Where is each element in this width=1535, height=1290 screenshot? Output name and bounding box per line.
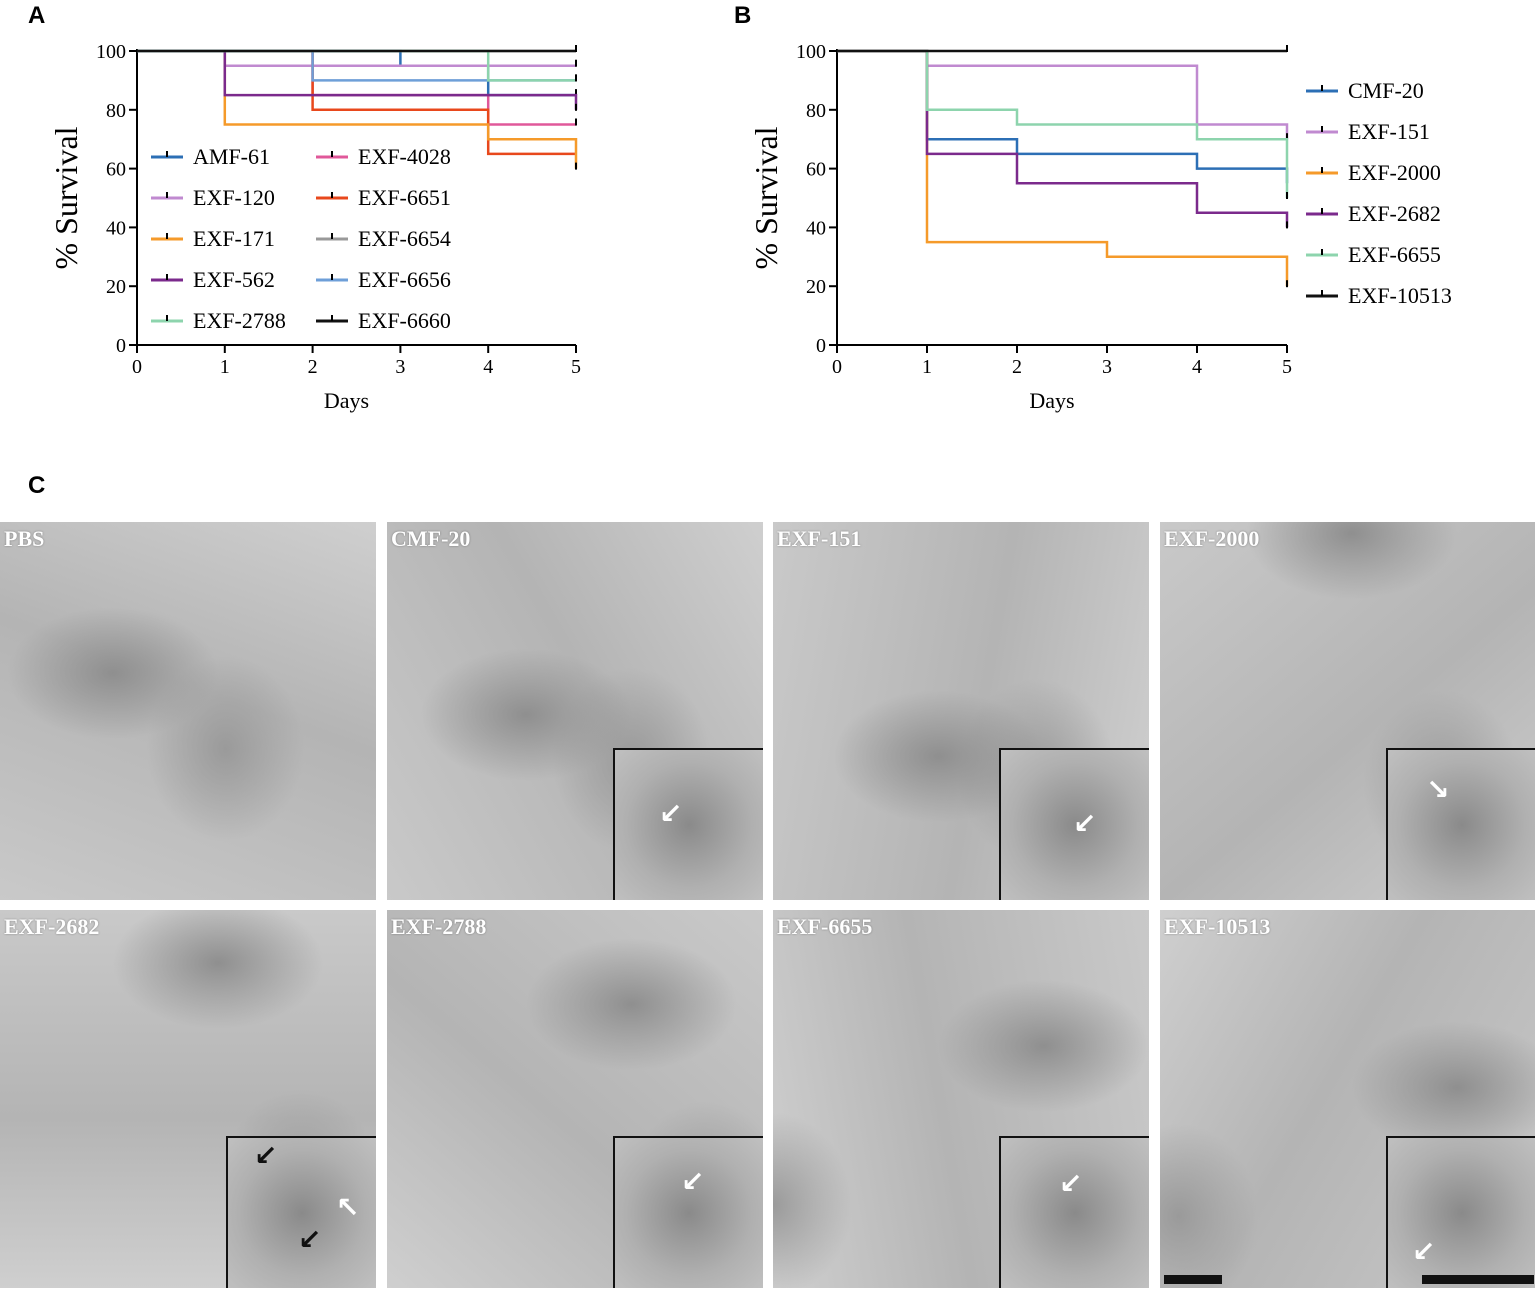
legend-label: CMF-20 bbox=[1348, 78, 1424, 103]
x-tick-label: 1 bbox=[922, 356, 932, 378]
histology-tile-exf-2000: EXF-2000 ↘ bbox=[1160, 522, 1535, 900]
y-tick-label: 100 bbox=[96, 41, 126, 63]
y-tick-label: 40 bbox=[806, 217, 826, 239]
x-tick-label: 1 bbox=[220, 356, 230, 378]
histology-label: PBS bbox=[4, 526, 45, 551]
histology-tile-pbs: PBS bbox=[0, 522, 376, 900]
histology-label: EXF-2682 bbox=[4, 914, 100, 939]
legend-label: EXF-562 bbox=[193, 267, 275, 292]
x-tick-label: 0 bbox=[132, 356, 142, 378]
legend-label: EXF-6651 bbox=[358, 185, 451, 210]
legend-label: EXF-2682 bbox=[1348, 201, 1441, 226]
histology-label: EXF-2000 bbox=[1164, 526, 1260, 551]
magnified-inset: ↙ bbox=[613, 1136, 763, 1288]
x-axis-label: Days bbox=[324, 388, 369, 413]
pointer-arrow-icon: ↖ bbox=[336, 1191, 360, 1224]
x-tick-label: 3 bbox=[395, 356, 405, 378]
histology-label: CMF-20 bbox=[391, 526, 471, 551]
histology-tile-exf-6655: EXF-6655 ↙ bbox=[773, 910, 1149, 1288]
legend-label: EXF-6655 bbox=[1348, 242, 1441, 267]
pointer-arrow-icon: ↙ bbox=[1412, 1235, 1436, 1268]
x-tick-label: 3 bbox=[1102, 356, 1112, 378]
x-tick-label: 2 bbox=[308, 356, 318, 378]
y-tick-label: 20 bbox=[106, 276, 126, 298]
magnified-inset: ↙ bbox=[1386, 1136, 1535, 1288]
legend-label: AMF-61 bbox=[193, 144, 270, 169]
pointer-arrow-icon: ↙ bbox=[254, 1139, 278, 1172]
pointer-arrow-icon: ↙ bbox=[659, 797, 683, 830]
histology-tile-exf-2788: EXF-2788 ↙ bbox=[387, 910, 763, 1288]
legend-label: EXF-2000 bbox=[1348, 160, 1441, 185]
y-axis-label: % Survival bbox=[748, 126, 784, 269]
y-tick-label: 100 bbox=[796, 41, 826, 63]
panel-label-b: B bbox=[734, 2, 752, 29]
series-line-cmf-20 bbox=[837, 49, 1289, 184]
y-tick-label: 80 bbox=[106, 100, 126, 122]
x-axis-label: Days bbox=[1029, 388, 1074, 413]
legend-label: EXF-6660 bbox=[358, 308, 451, 333]
x-tick-label: 2 bbox=[1012, 356, 1022, 378]
magnified-inset: ↙ bbox=[613, 748, 763, 900]
legend-label: EXF-10513 bbox=[1348, 283, 1452, 308]
x-tick-label: 5 bbox=[571, 356, 581, 378]
magnified-inset: ↙ bbox=[999, 748, 1149, 900]
histology-label: EXF-2788 bbox=[391, 914, 487, 939]
pointer-arrow-icon: ↙ bbox=[1073, 807, 1097, 840]
legend-label: EXF-120 bbox=[193, 185, 275, 210]
pointer-arrow-icon: ↙ bbox=[681, 1165, 705, 1198]
magnified-inset: ↙ bbox=[999, 1136, 1149, 1288]
histology-tile-cmf-20: CMF-20 ↙ bbox=[387, 522, 763, 900]
y-tick-label: 20 bbox=[806, 276, 826, 298]
magnified-inset: ↙ ↙ ↖ bbox=[226, 1136, 376, 1288]
legend-label: EXF-6654 bbox=[358, 226, 451, 251]
legend-label: EXF-6656 bbox=[358, 267, 451, 292]
survival-chart-a: 0 20 40 60 80 100 0 1 2 3 4 5 Days % Survival AMF-61 EX… bbox=[48, 41, 581, 413]
magnified-inset: ↘ bbox=[1386, 748, 1535, 900]
x-tick-label: 5 bbox=[1282, 356, 1292, 378]
pointer-arrow-icon: ↙ bbox=[1059, 1167, 1083, 1200]
histology-tile-exf-151: EXF-151 ↙ bbox=[773, 522, 1149, 900]
y-tick-label: 80 bbox=[806, 100, 826, 122]
histology-tile-exf-10513: EXF-10513 ↙ bbox=[1160, 910, 1535, 1288]
panel-label-a: A bbox=[28, 2, 46, 29]
y-tick-label: 60 bbox=[106, 159, 126, 181]
x-tick-label: 0 bbox=[832, 356, 842, 378]
pointer-arrow-icon: ↘ bbox=[1426, 773, 1450, 806]
tissue-image bbox=[0, 522, 376, 900]
histology-tile-exf-2682: EXF-2682 ↙ ↙ ↖ bbox=[0, 910, 376, 1288]
histology-label: EXF-151 bbox=[777, 526, 862, 551]
y-tick-label: 0 bbox=[816, 335, 826, 357]
pointer-arrow-icon: ↙ bbox=[298, 1223, 322, 1256]
x-tick-label: 4 bbox=[1192, 356, 1202, 378]
histology-label: EXF-10513 bbox=[1164, 914, 1271, 939]
legend-label: EXF-2788 bbox=[193, 308, 286, 333]
x-tick-label: 4 bbox=[483, 356, 493, 378]
y-tick-label: 60 bbox=[806, 159, 826, 181]
y-tick-label: 0 bbox=[116, 335, 126, 357]
y-axis-label: % Survival bbox=[48, 126, 84, 269]
series-line-exf-6655 bbox=[837, 49, 1289, 198]
legend-label: EXF-171 bbox=[193, 226, 275, 251]
panel-label-c: C bbox=[28, 472, 46, 499]
legend-label: EXF-151 bbox=[1348, 119, 1430, 144]
legend-label: EXF-4028 bbox=[358, 144, 451, 169]
scale-bar bbox=[1164, 1275, 1222, 1284]
inset-scale-bar bbox=[1422, 1275, 1534, 1284]
survival-chart-b: 0 20 40 60 80 100 0 1 2 3 4 5 Days % Survival CMF-20 EX… bbox=[748, 41, 1452, 413]
histology-label: EXF-6655 bbox=[777, 914, 873, 939]
series-line-exf-151 bbox=[837, 49, 1289, 140]
y-tick-label: 40 bbox=[106, 217, 126, 239]
